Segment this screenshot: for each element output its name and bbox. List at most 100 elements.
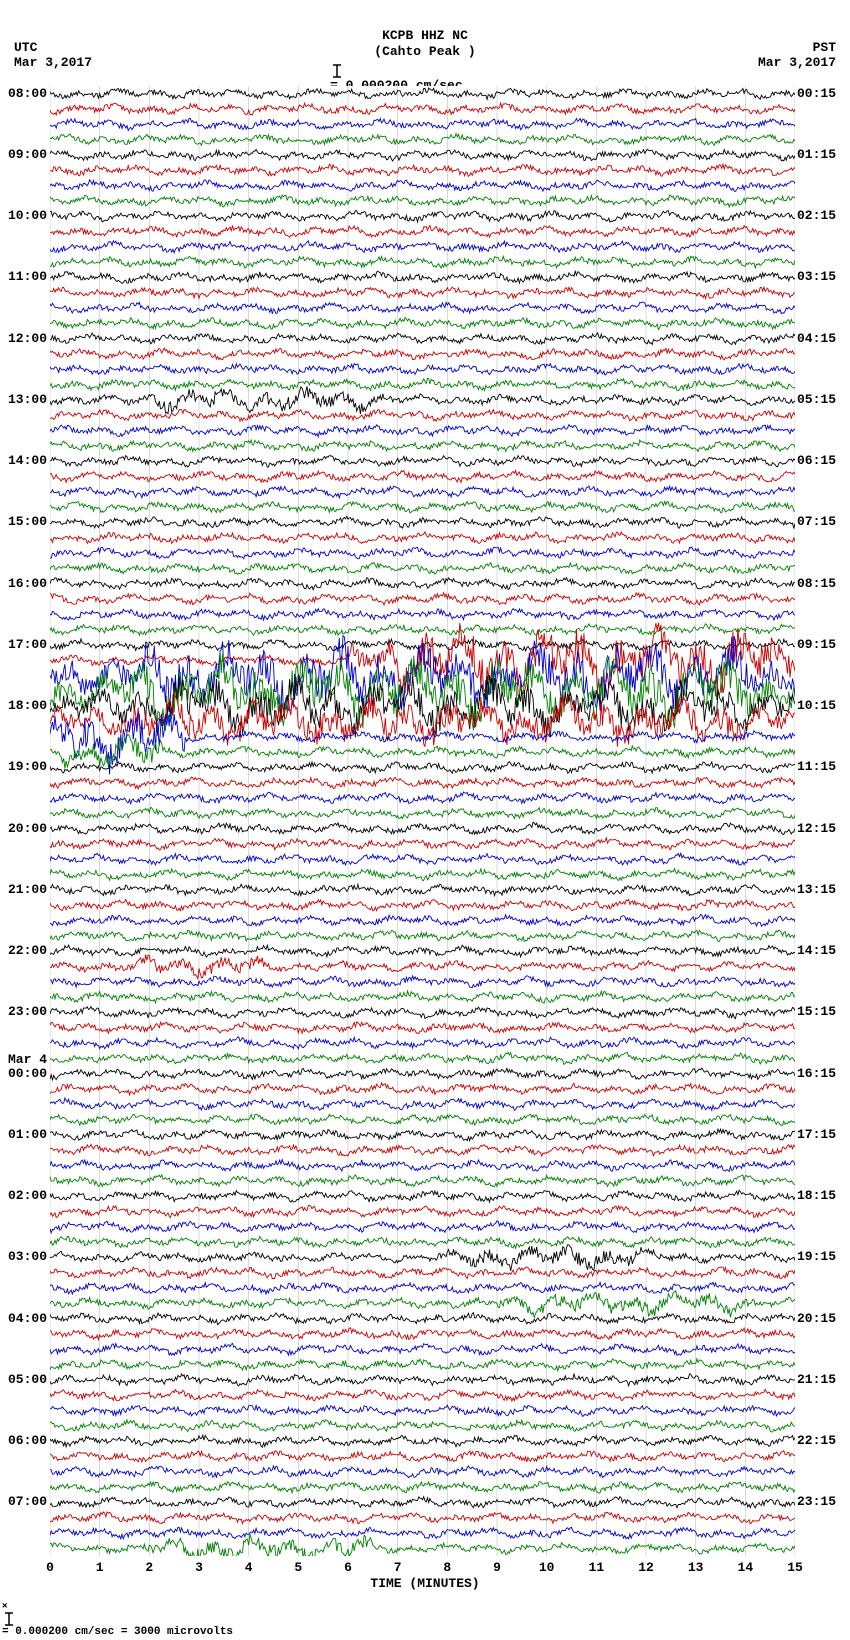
x-tick: 7	[394, 1560, 402, 1575]
pst-hour-label: 11:15	[797, 759, 836, 774]
seismogram-trace	[50, 149, 795, 161]
seismogram-trace	[50, 364, 795, 376]
x-tick: 14	[738, 1560, 754, 1575]
seismogram-trace	[50, 884, 795, 896]
seismogram-trace	[50, 256, 795, 268]
seismogram-trace	[50, 333, 795, 345]
pst-hour-label: 05:15	[797, 392, 836, 407]
x-tick: 5	[294, 1560, 302, 1575]
utc-hour-label: 04:00	[8, 1311, 47, 1326]
seismogram-trace	[50, 486, 795, 498]
seismogram-trace	[50, 348, 795, 360]
x-axis-title: TIME (MINUTES)	[0, 1576, 850, 1591]
pst-hour-label: 17:15	[797, 1127, 836, 1142]
seismogram-trace	[50, 945, 795, 957]
seismogram-trace	[50, 378, 795, 390]
pst-label: PST	[813, 40, 836, 55]
seismogram-trace	[50, 501, 795, 513]
pst-hour-label: 22:15	[797, 1433, 836, 1448]
seismogram-trace	[50, 1007, 795, 1019]
seismogram-trace	[50, 211, 795, 223]
utc-hour-label: 02:00	[8, 1188, 47, 1203]
utc-hour-label: 23:00	[8, 1004, 47, 1019]
seismogram-trace	[50, 609, 795, 621]
seismogram-trace	[50, 103, 795, 115]
x-tick: 2	[145, 1560, 153, 1575]
utc-date: Mar 3,2017	[14, 55, 92, 70]
seismogram-trace	[50, 1405, 795, 1416]
seismogram-trace	[50, 1175, 795, 1187]
seismogram-trace	[50, 1527, 795, 1538]
pst-hour-label: 14:15	[797, 943, 836, 958]
seismogram-trace	[50, 976, 795, 988]
pst-hour-label: 09:15	[797, 637, 836, 652]
seismogram-trace	[50, 164, 795, 176]
seismogram-trace	[50, 1482, 795, 1494]
x-tick: 3	[195, 1560, 203, 1575]
seismogram-trace	[50, 899, 795, 911]
utc-hour-label: 05:00	[8, 1372, 47, 1387]
utc-hour-label: 17:00	[8, 637, 47, 652]
seismogram-trace	[50, 1451, 795, 1462]
seismogram-trace	[50, 792, 795, 804]
pst-hour-label: 02:15	[797, 208, 836, 223]
seismogram-trace	[50, 1098, 795, 1110]
seismogram-trace	[50, 593, 795, 605]
pst-date: Mar 3,2017	[758, 55, 836, 70]
pst-hour-label: 08:15	[797, 576, 836, 591]
utc-hour-label: 09:00	[8, 147, 47, 162]
seismogram-trace	[50, 624, 795, 636]
utc-hour-label: 18:00	[8, 698, 47, 713]
pst-hour-label: 13:15	[797, 882, 836, 897]
pst-hour-label: 21:15	[797, 1372, 836, 1387]
seismogram-trace	[50, 822, 795, 834]
seismogram-trace	[50, 578, 795, 590]
pst-hour-label: 00:15	[797, 86, 836, 101]
helicorder-page: KCPB HHZ NC (Cahto Peak ) = 0.000200 cm/…	[0, 0, 850, 1613]
seismogram-trace	[50, 1466, 795, 1478]
seismogram-trace	[50, 1206, 795, 1218]
utc-hour-label: 19:00	[8, 759, 47, 774]
utc-hour-label: 00:00	[8, 1066, 47, 1081]
seismogram-trace	[50, 1160, 795, 1172]
seismogram-trace	[50, 1245, 795, 1271]
pst-hour-label: 04:15	[797, 331, 836, 346]
seismogram-trace	[50, 1374, 795, 1386]
seismogram-trace	[50, 134, 795, 146]
seismogram-trace	[50, 1534, 795, 1556]
pst-hour-label: 06:15	[797, 453, 836, 468]
seismogram-trace	[50, 1359, 795, 1371]
utc-hour-label: 13:00	[8, 392, 47, 407]
seismogram-trace	[50, 241, 795, 253]
seismogram-trace	[50, 1083, 795, 1095]
utc-hour-label: 15:00	[8, 514, 47, 529]
utc-hour-label: 22:00	[8, 943, 47, 958]
utc-hour-label: 12:00	[8, 331, 47, 346]
x-tick: 6	[344, 1560, 352, 1575]
utc-date-marker: Mar 4	[8, 1052, 47, 1067]
seismogram-trace	[50, 807, 795, 818]
pst-hour-label: 03:15	[797, 269, 836, 284]
footer-text: = 0.000200 cm/sec = 3000 microvolts	[2, 1626, 233, 1638]
seismogram-trace	[50, 563, 795, 575]
seismogram-trace	[50, 1435, 795, 1447]
seismogram-trace	[50, 1512, 795, 1524]
seismogram-trace	[50, 1129, 795, 1141]
utc-hour-label: 11:00	[8, 269, 47, 284]
seismogram-trace	[50, 1267, 795, 1279]
utc-hour-label: 07:00	[8, 1494, 47, 1509]
seismogram-trace	[50, 777, 795, 789]
x-tick: 10	[539, 1560, 555, 1575]
x-tick: 9	[493, 1560, 501, 1575]
seismogram-trace	[50, 1343, 795, 1355]
seismogram-trace	[50, 734, 795, 768]
seismogram-trace	[50, 1037, 795, 1049]
seismogram-trace	[50, 180, 795, 192]
seismogram-trace	[50, 1114, 795, 1125]
seismogram-trace	[50, 1221, 795, 1233]
seismogram-trace	[50, 1068, 795, 1080]
seismogram-trace	[50, 1497, 795, 1508]
x-tick: 0	[46, 1560, 54, 1575]
seismogram-trace	[50, 425, 795, 437]
helicorder-plot	[50, 86, 795, 1556]
